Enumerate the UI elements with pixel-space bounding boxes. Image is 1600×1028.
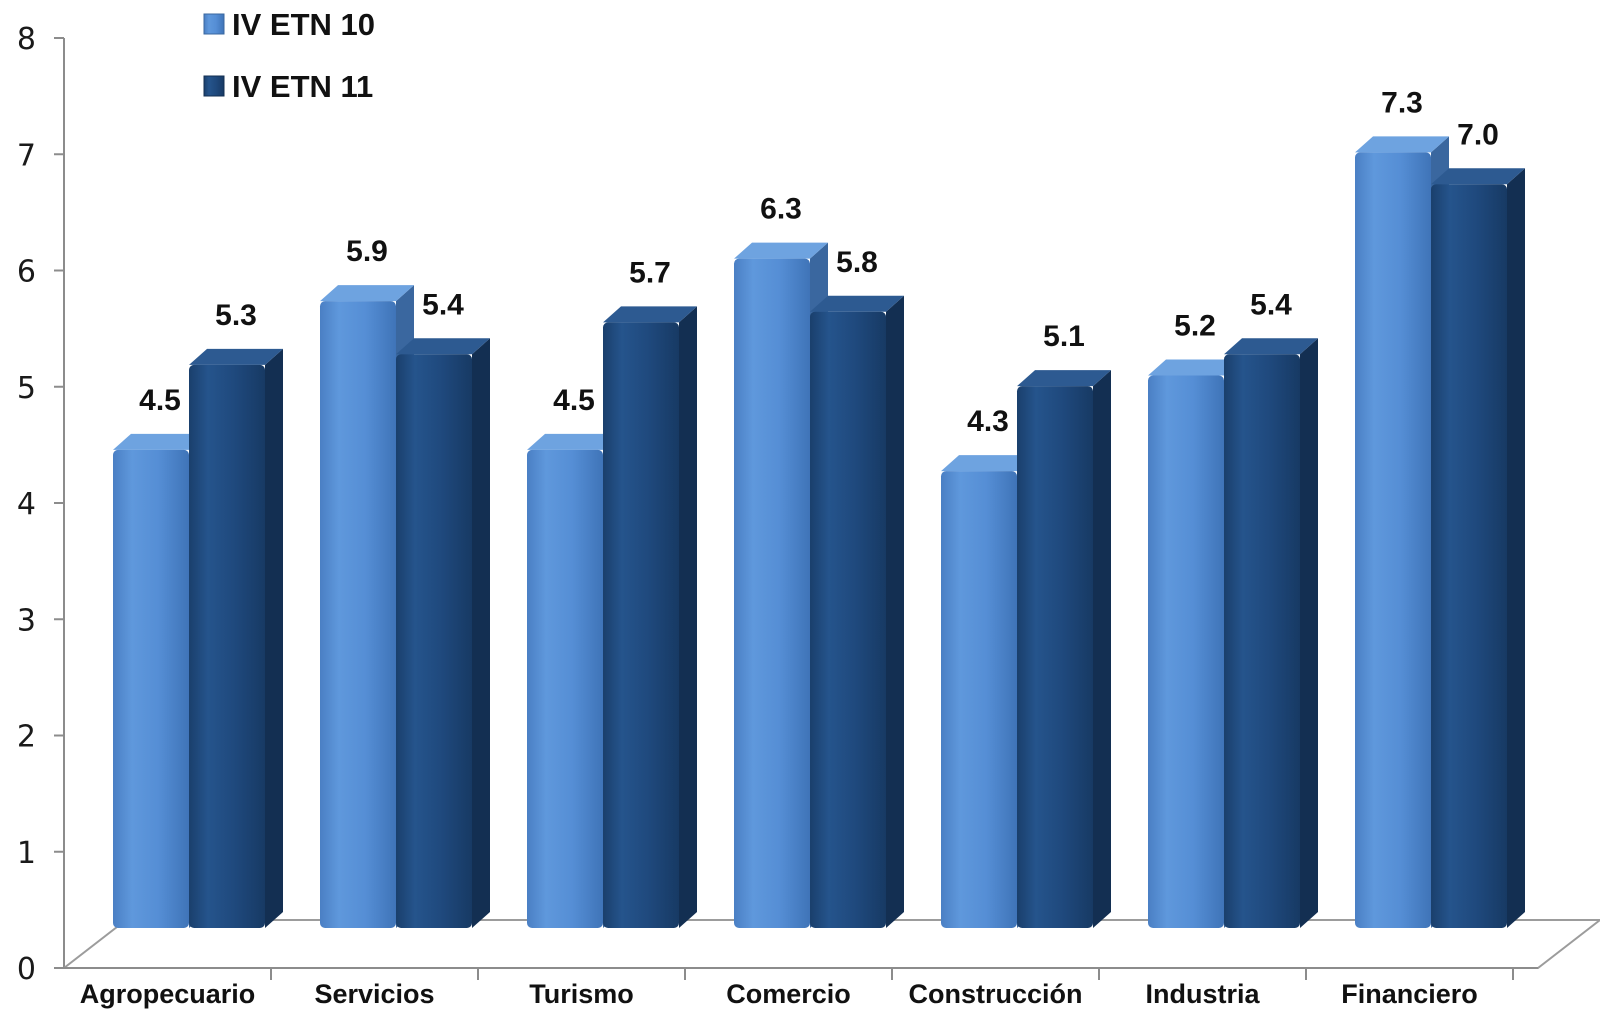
data-label: 5.3 — [215, 299, 257, 332]
bar-top — [189, 348, 283, 365]
bar-top — [1431, 168, 1525, 185]
y-tick-label: 5 — [17, 371, 36, 406]
data-label: 6.3 — [760, 193, 802, 226]
x-tick-label: Agropecuario — [80, 979, 256, 1009]
bar-front — [734, 258, 810, 928]
bar — [189, 348, 283, 928]
bar-group — [113, 136, 1525, 928]
legend-item: IV ETN 10 — [203, 7, 375, 42]
bar-side — [1093, 370, 1111, 928]
bar-front — [396, 354, 472, 928]
bar — [396, 338, 490, 928]
y-tick-label: 0 — [17, 952, 36, 987]
x-tick-label: Servicios — [314, 979, 434, 1009]
x-axis-ticks: Agropecuario Servicios Turismo Comercio Cons… — [80, 968, 1514, 1009]
data-label: 5.2 — [1174, 310, 1216, 343]
y-axis-ticks: 0 1 2 3 4 5 6 7 8 — [17, 22, 64, 987]
bar-front — [189, 364, 265, 928]
data-label: 4.5 — [139, 384, 181, 417]
bar-top — [527, 433, 621, 450]
y-tick-label: 6 — [17, 255, 36, 290]
bar — [603, 306, 697, 928]
data-label: 7.0 — [1457, 118, 1499, 151]
bar-top — [810, 295, 904, 312]
data-label: 5.4 — [422, 288, 464, 321]
bar-front — [810, 311, 886, 928]
chart-axes — [61, 38, 1600, 969]
data-label: 5.4 — [1250, 288, 1292, 321]
data-label: 7.3 — [1381, 86, 1423, 119]
bar-side — [265, 348, 283, 928]
bar-side — [472, 338, 490, 928]
bar-side — [886, 295, 904, 928]
y-tick-label: 7 — [17, 138, 36, 173]
bar-front — [527, 449, 603, 928]
y-tick-label: 8 — [17, 22, 36, 57]
bar-top — [1148, 359, 1242, 376]
bar-top — [396, 338, 490, 355]
x-tick-label: Construcción — [908, 979, 1082, 1009]
x-tick-label: Comercio — [726, 979, 851, 1009]
bar — [1017, 370, 1111, 928]
legend: IV ETN 10 IV ETN 11 — [203, 7, 375, 104]
bar-top — [603, 306, 697, 323]
data-label: 4.5 — [553, 384, 595, 417]
bar-front — [1148, 375, 1224, 928]
bar-top — [1355, 136, 1449, 153]
data-label: 4.3 — [967, 405, 1009, 438]
bar — [810, 295, 904, 928]
y-tick-label: 4 — [17, 487, 36, 522]
bar-top — [941, 455, 1035, 472]
bar — [1431, 168, 1525, 928]
y-tick-label: 2 — [17, 720, 36, 755]
bar-front — [1017, 386, 1093, 928]
value-labels: 4.5 5.3 5.9 5.4 4.5 5.7 6.3 5.8 4.3 5.1 5.2 5.4 7.3 7… — [139, 86, 1499, 438]
bar-side — [1300, 338, 1318, 928]
x-tick-label: Industria — [1145, 979, 1260, 1009]
legend-label: IV ETN 11 — [232, 69, 373, 104]
bar-side — [1507, 168, 1525, 928]
legend-swatch — [203, 13, 225, 35]
legend-item: IV ETN 11 — [203, 69, 373, 104]
legend-label: IV ETN 10 — [232, 7, 375, 42]
data-label: 5.7 — [629, 256, 671, 289]
y-tick-label: 3 — [17, 603, 36, 638]
bar-front — [320, 301, 396, 928]
bar-top — [113, 433, 207, 450]
data-label: 5.9 — [346, 235, 388, 268]
y-tick-label: 1 — [17, 836, 36, 871]
bar-top — [1224, 338, 1318, 355]
bar-front — [1431, 184, 1507, 928]
bar-front — [603, 322, 679, 928]
bar-top — [734, 242, 828, 259]
bar-top — [320, 285, 414, 302]
bar-side — [679, 306, 697, 928]
bar-front — [113, 449, 189, 928]
bar — [1224, 338, 1318, 928]
data-label: 5.1 — [1043, 320, 1085, 353]
x-tick-label: Financiero — [1341, 979, 1478, 1009]
bar-front — [1355, 152, 1431, 928]
x-tick-label: Turismo — [529, 979, 634, 1009]
bar-front — [941, 471, 1017, 928]
legend-swatch — [203, 75, 225, 97]
data-label: 5.8 — [836, 246, 878, 279]
bar-front — [1224, 354, 1300, 928]
bar-top — [1017, 370, 1111, 387]
